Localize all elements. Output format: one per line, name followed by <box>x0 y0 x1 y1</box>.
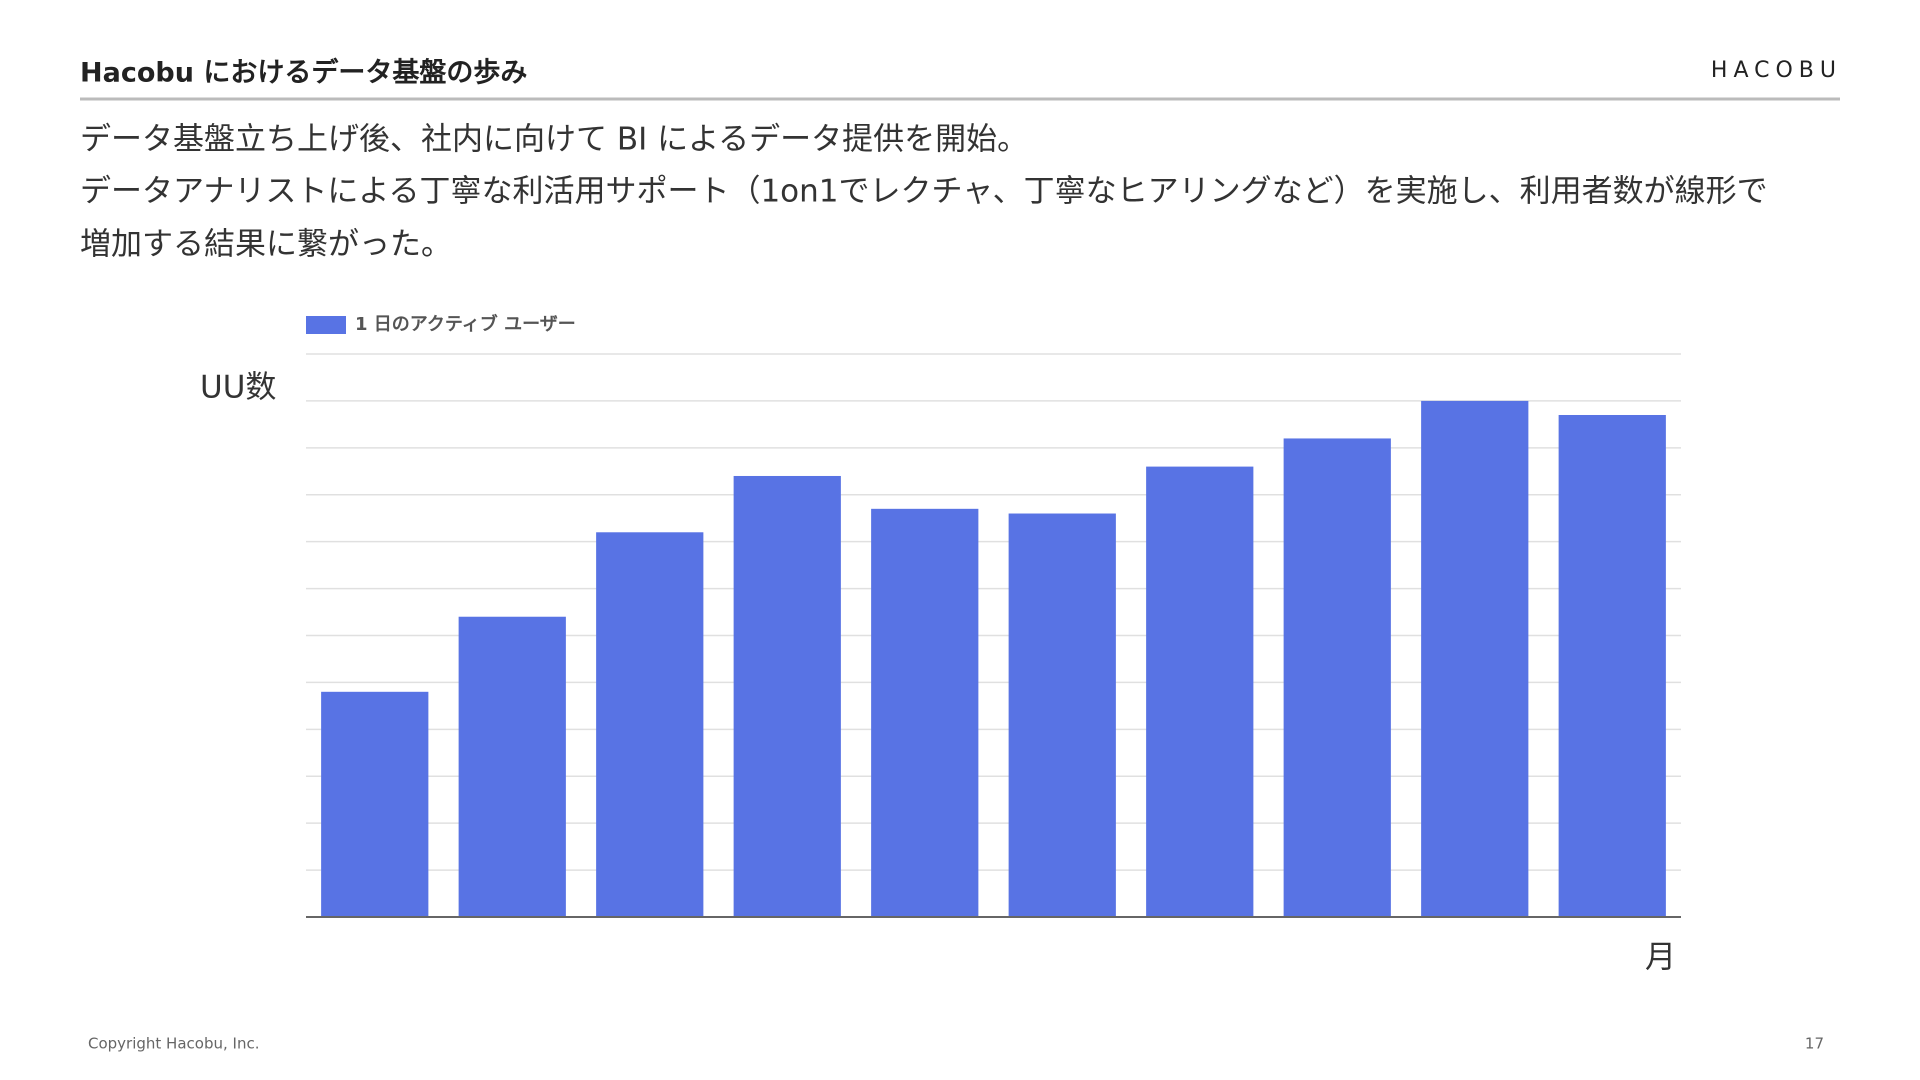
page-number: 17 <box>1805 1035 1824 1053</box>
x-axis-label: 月 <box>1645 940 1676 976</box>
bar <box>1283 438 1391 917</box>
bar <box>1146 466 1254 917</box>
bar <box>1421 400 1529 918</box>
bar <box>871 508 979 917</box>
bar <box>733 475 841 917</box>
body-line: 増加する結果に繋がった。 <box>80 227 452 263</box>
bar <box>458 616 566 917</box>
legend-swatch <box>306 316 346 334</box>
bar <box>321 691 429 917</box>
legend-label: 1 日のアクティブ ユーザー <box>355 313 576 335</box>
y-axis-label: UU数 <box>200 370 276 406</box>
bar <box>1008 513 1116 917</box>
bar <box>596 532 704 917</box>
slide-title: Hacobu におけるデータ基盤の歩み <box>80 57 527 89</box>
copyright: Copyright Hacobu, Inc. <box>88 1035 259 1053</box>
body-line: データアナリストによる丁寧な利活用サポート（1on1でレクチャ、丁寧なヒアリング… <box>80 174 1768 210</box>
logo: HACOBU <box>1711 58 1842 83</box>
body-line: データ基盤立ち上げ後、社内に向けて BI によるデータ提供を開始。 <box>80 122 1028 158</box>
bar <box>1558 414 1666 917</box>
